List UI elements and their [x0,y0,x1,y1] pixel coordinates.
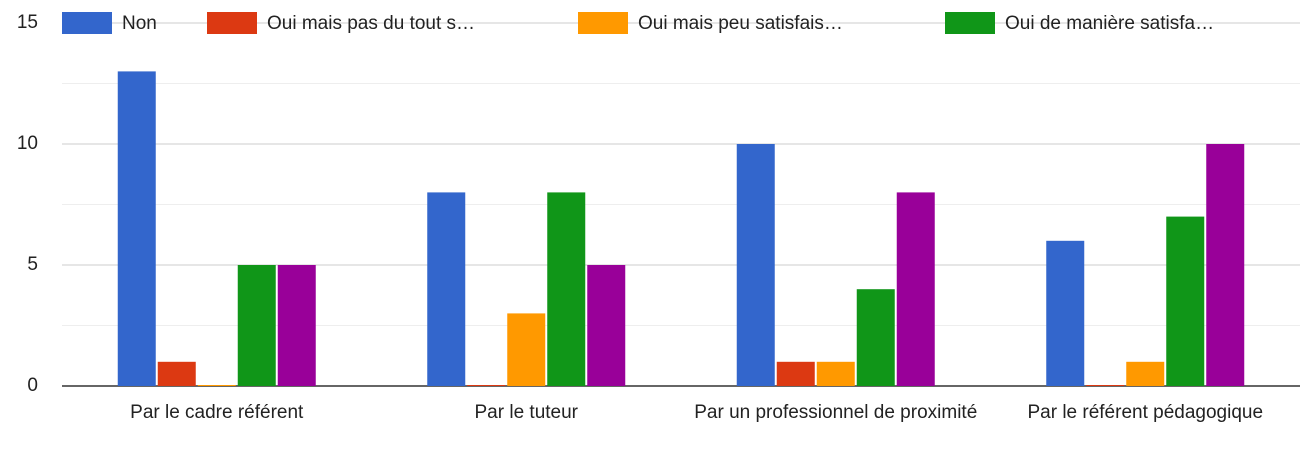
bar [587,265,626,386]
y-tick-label: 5 [27,254,38,275]
bar [157,361,196,386]
bar [776,361,815,386]
bar [277,265,316,386]
legend-swatch [62,12,112,34]
bar [467,385,506,386]
bar [197,385,236,386]
legend-label: Oui mais peu satisfais… [638,13,843,34]
legend-swatch [578,12,628,34]
legend-label: Oui de manière satisfa… [1005,13,1214,34]
bar [547,192,586,386]
bar [856,289,895,386]
x-tick-label: Par le cadre référent [130,402,304,423]
bar [1166,216,1205,386]
bar [1086,385,1125,386]
bar [816,361,855,386]
bar [1126,361,1165,386]
legend-label: Non [122,13,157,34]
bar [736,144,775,386]
x-tick-label: Par le référent pédagogique [1027,402,1264,423]
y-tick-label: 0 [27,375,38,396]
y-tick-label: 10 [17,133,38,154]
bar [896,192,935,386]
legend-swatch [945,12,995,34]
x-tick-label: Par un professionnel de proximité [694,402,978,423]
bar [117,71,156,387]
legend-swatch [207,12,257,34]
bar [237,265,276,386]
bar [507,313,546,386]
legend-label: Oui mais pas du tout s… [267,13,475,34]
y-tick-label: 15 [17,12,38,33]
x-tick-label: Par le tuteur [474,402,579,423]
bar [1206,144,1245,386]
bar [427,192,466,386]
bar [1046,240,1085,386]
